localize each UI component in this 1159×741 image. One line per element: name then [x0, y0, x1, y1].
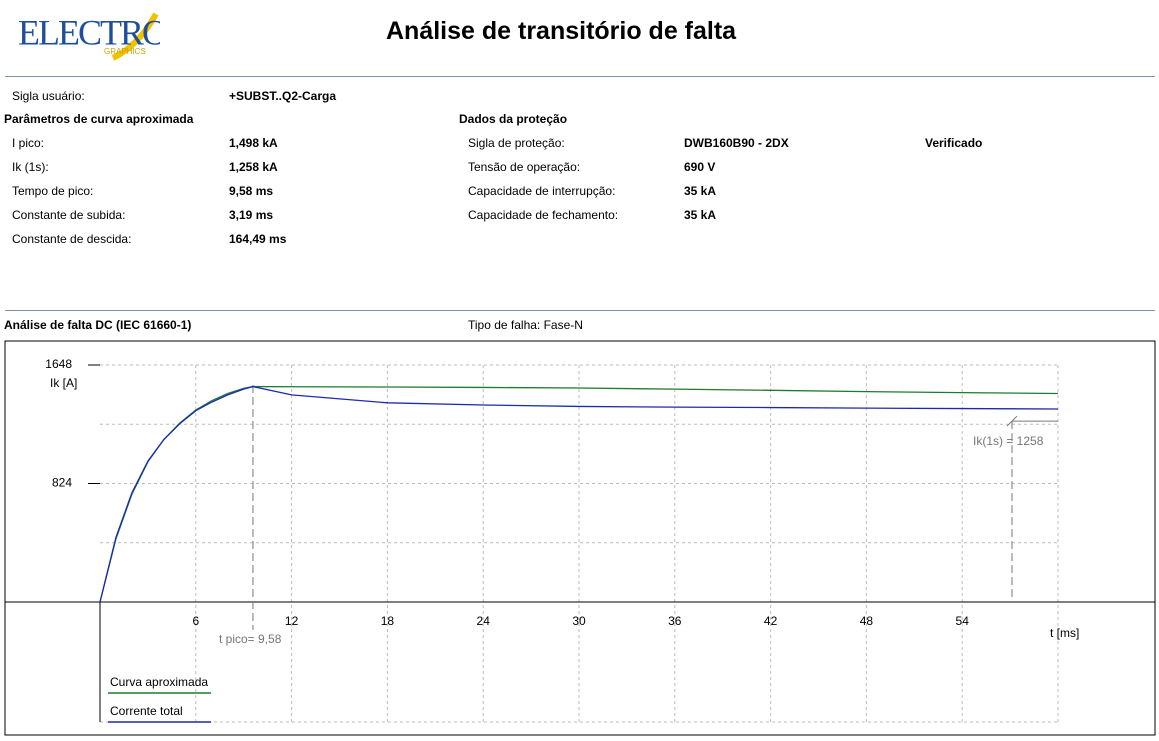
series-line: [99, 385, 1059, 603]
x-tick-label: 12: [285, 614, 299, 628]
annotation: t pico= 9,58: [219, 632, 282, 646]
y-tick-label: 1648: [45, 357, 72, 371]
logo-text: ELECTRO: [18, 12, 160, 52]
status: Verificado: [925, 136, 983, 150]
field-value: +SUBST..Q2-Carga: [229, 89, 337, 103]
field-label: Tempo de pico:: [12, 184, 94, 198]
field-value: DWB160B90 - 2DX: [684, 136, 789, 150]
annotation: Ik(1s) = 1258: [973, 434, 1044, 448]
x-tick-label: 48: [860, 614, 874, 628]
logo-sub: GRAPHICS: [104, 47, 146, 56]
x-tick-label: 30: [572, 614, 586, 628]
y-axis-label: Ik [A]: [50, 376, 77, 390]
field-value: 690 V: [684, 160, 716, 174]
fault-type: Tipo de falha: Fase-N: [468, 318, 583, 332]
chart-frame: [4, 340, 1156, 736]
field-label: Constante de subida:: [12, 208, 126, 222]
logo: ELECTRO GRAPHICS: [18, 6, 169, 62]
x-tick-label: 6: [192, 614, 199, 628]
divider: [5, 76, 1155, 77]
field-label: Sigla usuário:: [12, 89, 85, 103]
field-label: Capacidade de fechamento:: [468, 208, 619, 222]
field-value: 1,258 kA: [229, 160, 278, 174]
field-label: Sigla de proteção:: [468, 136, 565, 150]
field-label: Constante de descida:: [12, 232, 132, 246]
field-value: 164,49 ms: [229, 232, 287, 246]
x-tick-label: 36: [668, 614, 682, 628]
x-tick-label: 18: [381, 614, 395, 628]
field-value: 35 kA: [684, 208, 717, 222]
section-title: Análise de falta DC (IEC 61660-1): [4, 318, 192, 332]
section-title: Dados da proteção: [459, 112, 568, 126]
logo-graphic: ELECTRO GRAPHICS: [18, 12, 169, 61]
field-value: 3,19 ms: [229, 208, 274, 222]
x-tick-label: 24: [477, 614, 491, 628]
legend-label: Corrente total: [110, 704, 183, 718]
x-tick-label: 42: [764, 614, 778, 628]
x-axis-label: t [ms]: [1050, 626, 1079, 640]
section-title: Parâmetros de curva aproximada: [4, 112, 194, 126]
x-tick-label: 54: [956, 614, 970, 628]
field-value: 9,58 ms: [229, 184, 274, 198]
field-label: Ik (1s):: [12, 160, 49, 174]
field-label: Capacidade de interrupção:: [468, 184, 616, 198]
y-tick-label: 824: [52, 476, 72, 490]
field-value: 35 kA: [684, 184, 717, 198]
page-title: Análise de transitório de falta: [386, 17, 737, 45]
field-value: 1,498 kA: [229, 136, 278, 150]
legend-label: Curva aproximada: [110, 675, 208, 689]
field-label: I pico:: [12, 136, 45, 150]
divider: [5, 310, 1155, 311]
field-label: Tensão de operação:: [468, 160, 581, 174]
